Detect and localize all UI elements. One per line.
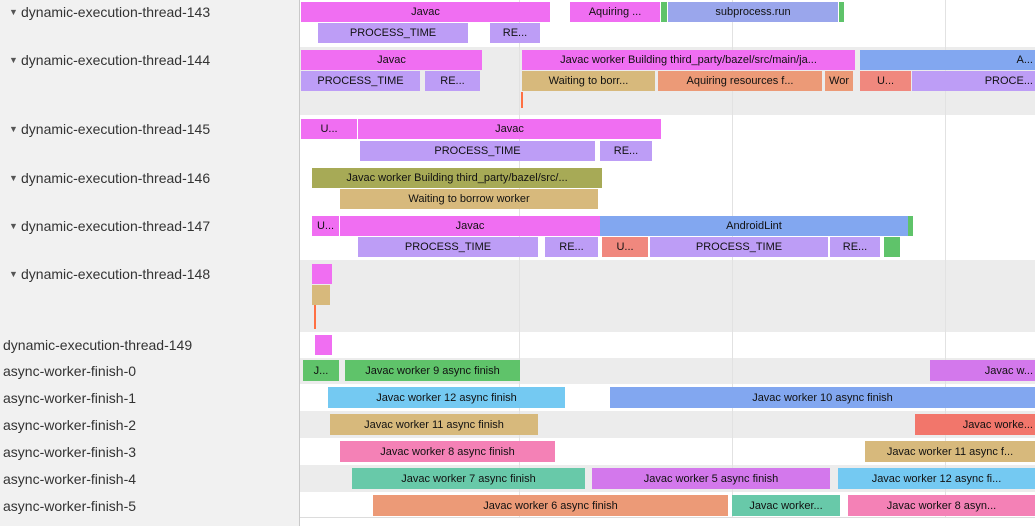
- track-label: async-worker-finish-2: [3, 416, 137, 433]
- trace-slice[interactable]: RE...: [425, 71, 480, 91]
- trace-slice[interactable]: RE...: [830, 237, 880, 257]
- trace-slice[interactable]: Javac worker Building third_party/bazel/…: [312, 168, 602, 188]
- track-header-row: dynamic-execution-thread-149: [0, 335, 299, 355]
- track-label: async-worker-finish-1: [3, 389, 137, 406]
- track-label: dynamic-execution-thread-144: [21, 52, 211, 68]
- trace-slice[interactable]: Javac worker 7 async finish: [352, 468, 585, 489]
- track-label: dynamic-execution-thread-143: [21, 4, 211, 20]
- track-label: async-worker-finish-3: [3, 443, 137, 460]
- trace-slice[interactable]: Javac: [301, 50, 482, 70]
- trace-slice[interactable]: PROCE...: [912, 71, 1035, 91]
- trace-slice[interactable]: Javac worker 11 async finish: [330, 414, 538, 435]
- track-header-row[interactable]: ▼ dynamic-execution-thread-145: [0, 119, 299, 139]
- track-label: async-worker-finish-5: [3, 497, 137, 514]
- trace-slice[interactable]: Javac worker 10 async finish: [610, 387, 1035, 408]
- trace-slice[interactable]: Aquiring resources f...: [658, 71, 822, 91]
- trace-slice[interactable]: Javac worker 11 async f...: [865, 441, 1035, 462]
- track-header-row[interactable]: ▼ dynamic-execution-thread-143: [0, 2, 299, 22]
- track-label: dynamic-execution-thread-148: [21, 266, 211, 282]
- trace-slice[interactable]: Javac worker 8 async finish: [340, 441, 555, 462]
- trace-slice[interactable]: Waiting to borr...: [522, 71, 655, 91]
- track-background: [300, 332, 1035, 358]
- bottom-border: [0, 517, 1035, 518]
- trace-slice[interactable]: [839, 2, 844, 22]
- trace-slice[interactable]: [312, 285, 330, 305]
- trace-slice[interactable]: Javac worker 8 asyn...: [848, 495, 1035, 516]
- trace-slice[interactable]: PROCESS_TIME: [318, 23, 468, 43]
- trace-slice[interactable]: Javac w...: [930, 360, 1035, 381]
- track-header-row: async-worker-finish-3: [0, 441, 299, 462]
- collapse-arrow-icon[interactable]: ▼: [9, 55, 18, 65]
- trace-slice[interactable]: RE...: [545, 237, 598, 257]
- track-list-panel: ▼ dynamic-execution-thread-143 ▼ dynamic-ex…: [0, 0, 300, 526]
- trace-slice[interactable]: [661, 2, 667, 22]
- trace-slice[interactable]: U...: [860, 71, 911, 91]
- collapse-arrow-icon[interactable]: ▼: [9, 269, 18, 279]
- trace-slice[interactable]: AndroidLint: [600, 216, 908, 236]
- track-header-row: async-worker-finish-0: [0, 360, 299, 381]
- trace-slice[interactable]: Javac: [340, 216, 600, 236]
- track-label: async-worker-finish-4: [3, 470, 137, 487]
- collapse-arrow-icon[interactable]: ▼: [9, 221, 18, 231]
- trace-slice[interactable]: Javac worker...: [732, 495, 840, 516]
- trace-slice[interactable]: RE...: [490, 23, 540, 43]
- collapse-arrow-icon[interactable]: ▼: [9, 124, 18, 134]
- track-header-row[interactable]: ▼ dynamic-execution-thread-144: [0, 50, 299, 70]
- trace-slice[interactable]: Javac worker 12 async finish: [328, 387, 565, 408]
- track-label: dynamic-execution-thread-149: [3, 337, 193, 353]
- trace-slice[interactable]: Wor: [825, 71, 853, 91]
- instant-event-tick[interactable]: [314, 305, 316, 329]
- track-header-row: async-worker-finish-1: [0, 387, 299, 408]
- trace-slice[interactable]: [315, 335, 332, 355]
- trace-slice[interactable]: RE...: [600, 141, 652, 161]
- trace-slice[interactable]: Javac worker 12 async fi...: [838, 468, 1035, 489]
- trace-slice[interactable]: Javac: [358, 119, 661, 139]
- trace-slice[interactable]: PROCESS_TIME: [360, 141, 595, 161]
- trace-slice[interactable]: [884, 237, 900, 257]
- gridline: [732, 0, 733, 518]
- trace-slice[interactable]: [312, 264, 332, 284]
- trace-slice[interactable]: Javac: [301, 2, 550, 22]
- gridline: [945, 0, 946, 518]
- track-label: dynamic-execution-thread-146: [21, 170, 211, 186]
- trace-slice[interactable]: U...: [312, 216, 339, 236]
- collapse-arrow-icon[interactable]: ▼: [9, 7, 18, 17]
- trace-slice[interactable]: Javac worker 6 async finish: [373, 495, 728, 516]
- trace-slice[interactable]: U...: [301, 119, 357, 139]
- track-header-row: async-worker-finish-5: [0, 495, 299, 516]
- track-header-row: async-worker-finish-4: [0, 468, 299, 489]
- track-background: [300, 260, 1035, 332]
- trace-slice[interactable]: Javac worke...: [915, 414, 1035, 435]
- trace-slice[interactable]: U...: [602, 237, 648, 257]
- instant-event-tick[interactable]: [521, 92, 523, 108]
- trace-slice[interactable]: Waiting to borrow worker: [340, 189, 598, 209]
- collapse-arrow-icon[interactable]: ▼: [9, 173, 18, 183]
- trace-slice[interactable]: PROCESS_TIME: [301, 71, 420, 91]
- trace-slice[interactable]: subprocess.run: [668, 2, 838, 22]
- trace-slice[interactable]: Javac worker Building third_party/bazel/…: [522, 50, 855, 70]
- track-label: dynamic-execution-thread-147: [21, 218, 211, 234]
- timeline-view[interactable]: Javac Aquiring ... subprocess.run PROCESS_T…: [300, 0, 1035, 526]
- track-header-row[interactable]: ▼ dynamic-execution-thread-147: [0, 216, 299, 236]
- track-header-row[interactable]: ▼ dynamic-execution-thread-146: [0, 168, 299, 188]
- track-label: async-worker-finish-0: [3, 362, 137, 379]
- track-header-row: async-worker-finish-2: [0, 414, 299, 435]
- trace-slice[interactable]: [908, 216, 913, 236]
- trace-slice[interactable]: Aquiring ...: [570, 2, 660, 22]
- trace-slice[interactable]: Javac worker 5 async finish: [592, 468, 830, 489]
- track-header-row[interactable]: ▼ dynamic-execution-thread-148: [0, 264, 299, 284]
- gridline: [519, 0, 520, 518]
- track-label: dynamic-execution-thread-145: [21, 121, 211, 137]
- trace-slice[interactable]: A...: [860, 50, 1035, 70]
- trace-slice[interactable]: Javac worker 9 async finish: [345, 360, 520, 381]
- trace-slice[interactable]: J...: [303, 360, 339, 381]
- trace-slice[interactable]: PROCESS_TIME: [650, 237, 828, 257]
- trace-slice[interactable]: PROCESS_TIME: [358, 237, 538, 257]
